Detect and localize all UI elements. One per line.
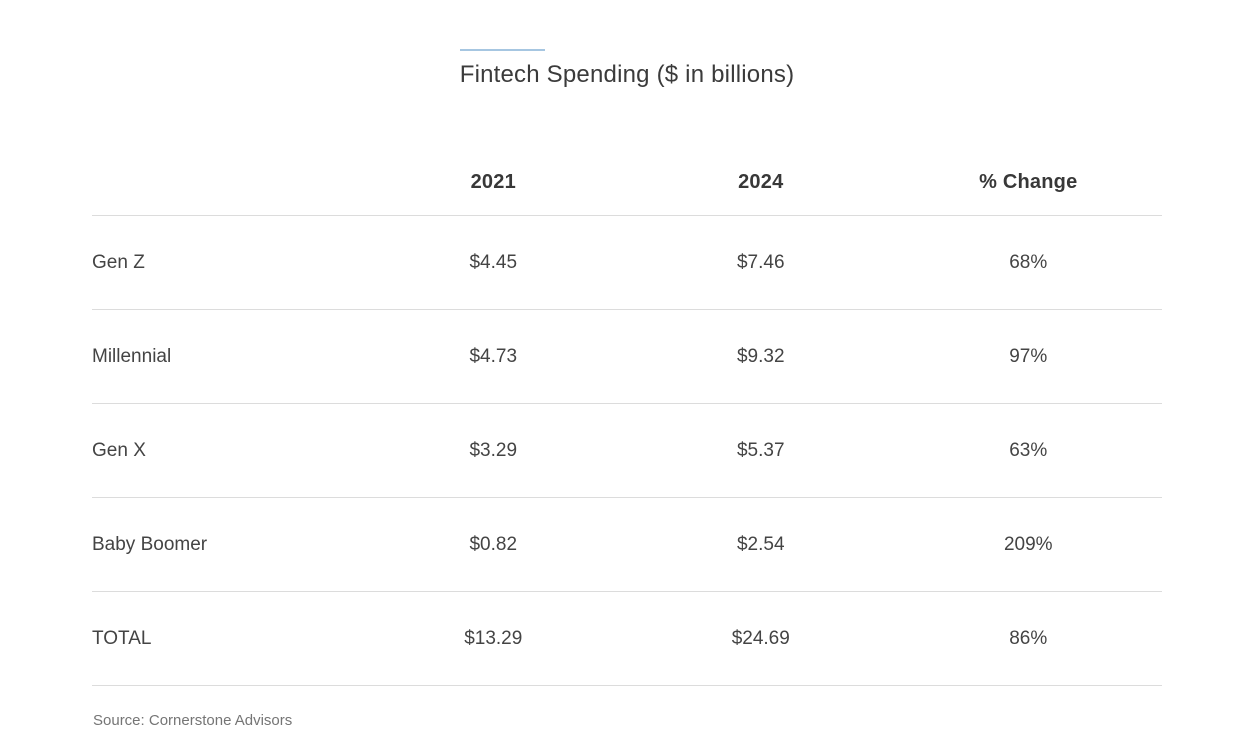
- row-label: Baby Boomer: [92, 497, 360, 593]
- row-label: Gen Z: [92, 215, 360, 311]
- header-row: 2021 2024 % Change: [92, 150, 1162, 217]
- table-row: Millennial $4.73 $9.32 97%: [92, 309, 1162, 405]
- fintech-spending-table: 2021 2024 % Change Gen Z $4.45 $7.46 68% Mil…: [92, 150, 1162, 687]
- cell-value: $7.46: [627, 215, 895, 311]
- row-label: TOTAL: [92, 591, 360, 687]
- cell-value: $2.54: [627, 497, 895, 593]
- column-header-blank: [92, 150, 360, 217]
- table-figure: Fintech Spending ($ in billions) 2021 20…: [92, 0, 1162, 729]
- cell-value: $4.73: [359, 309, 627, 405]
- table-row: TOTAL $13.29 $24.69 86%: [92, 591, 1162, 687]
- cell-value: $0.82: [359, 497, 627, 593]
- cell-value: 209%: [894, 497, 1162, 593]
- cell-value: $9.32: [627, 309, 895, 405]
- title-section: Fintech Spending ($ in billions): [92, 0, 1162, 106]
- row-label: Gen X: [92, 403, 360, 499]
- cell-value: 63%: [894, 403, 1162, 499]
- table-row: Gen Z $4.45 $7.46 68%: [92, 215, 1162, 311]
- column-header-2021: 2021: [359, 150, 627, 217]
- cell-value: $5.37: [627, 403, 895, 499]
- table-row: Baby Boomer $0.82 $2.54 209%: [92, 497, 1162, 593]
- table-row: Gen X $3.29 $5.37 63%: [92, 403, 1162, 499]
- column-header-pct-change: % Change: [894, 150, 1162, 217]
- cell-value: 97%: [894, 309, 1162, 405]
- cell-value: $13.29: [359, 591, 627, 687]
- cell-value: $24.69: [627, 591, 895, 687]
- cell-value: 86%: [894, 591, 1162, 687]
- cell-value: $3.29: [359, 403, 627, 499]
- row-label: Millennial: [92, 309, 360, 405]
- column-header-2024: 2024: [627, 150, 895, 217]
- source-note: Source: Cornerstone Advisors: [93, 712, 293, 730]
- cell-value: 68%: [894, 215, 1162, 311]
- table-header: 2021 2024 % Change: [92, 150, 1162, 217]
- cell-value: $4.45: [359, 215, 627, 311]
- title-accent-line: [459, 49, 545, 52]
- table-body: Gen Z $4.45 $7.46 68% Millennial $4.73 $9.32 97…: [92, 215, 1162, 687]
- page-title: Fintech Spending ($ in billions): [459, 49, 795, 90]
